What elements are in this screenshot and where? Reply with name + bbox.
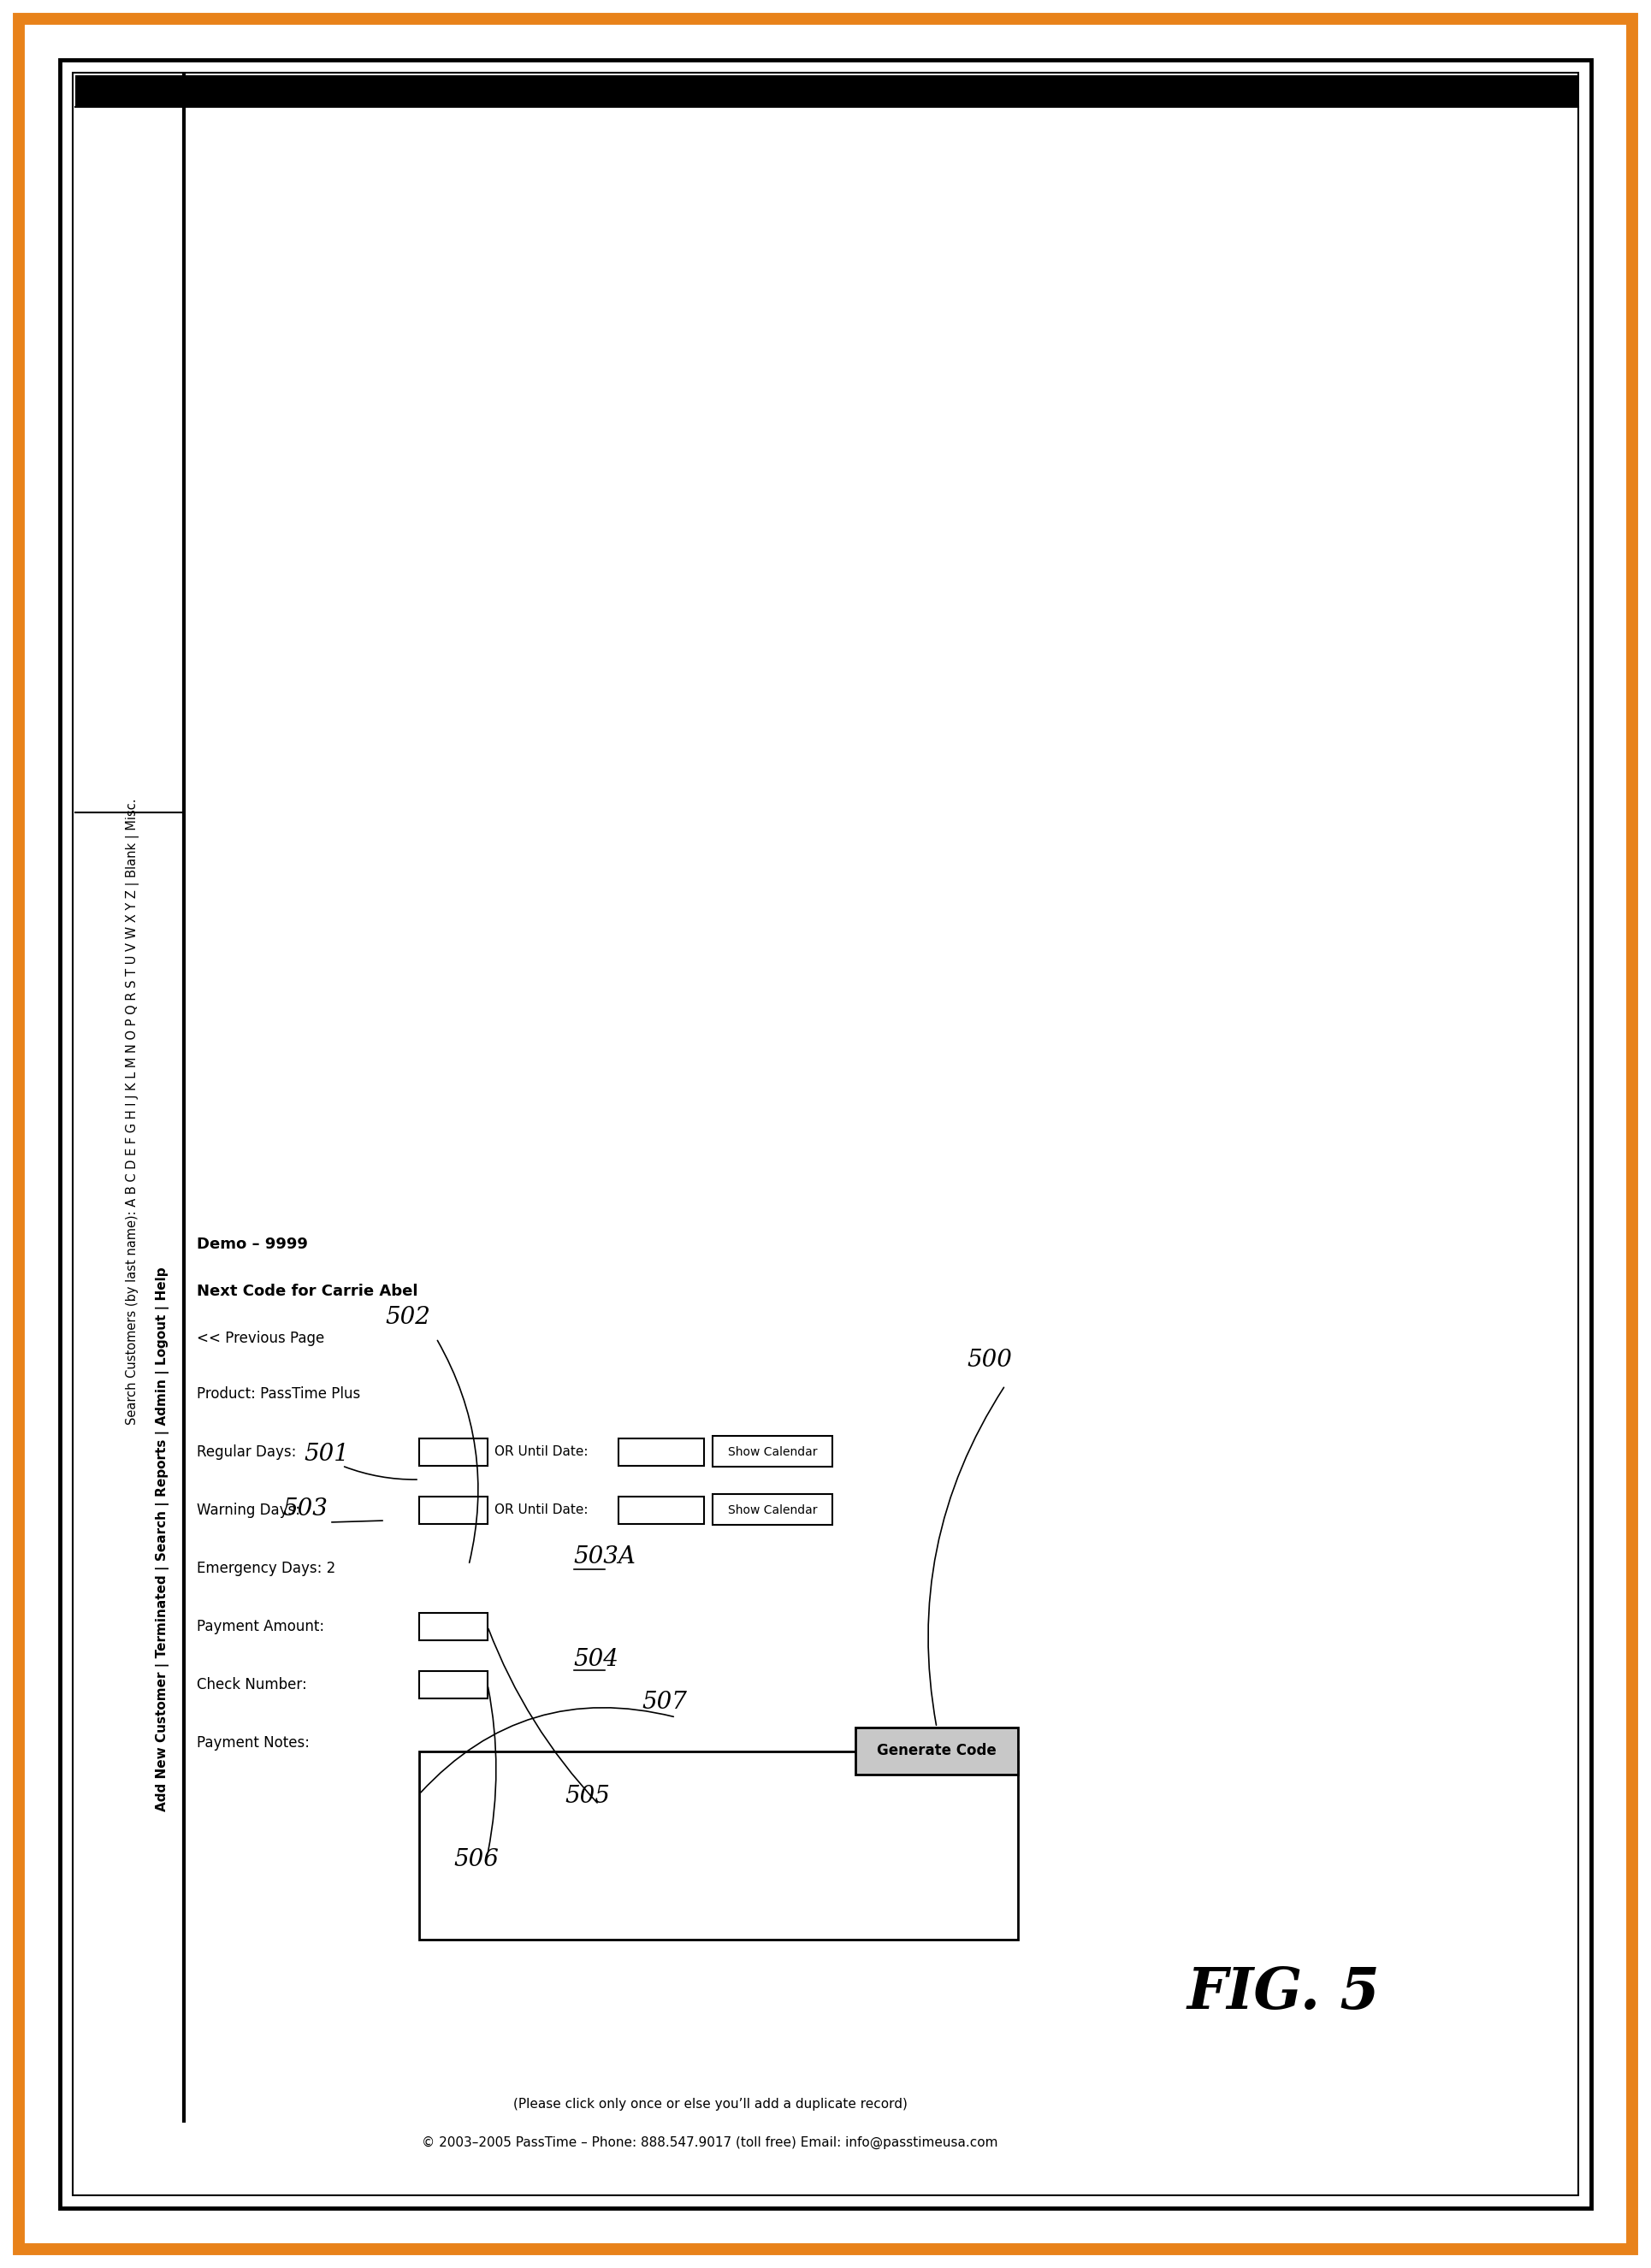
Text: Next Code for Carrie Abel: Next Code for Carrie Abel	[196, 1284, 418, 1300]
Text: Demo – 9999: Demo – 9999	[196, 1236, 307, 1252]
Text: 500: 500	[966, 1347, 1012, 1372]
Text: 501: 501	[304, 1442, 348, 1465]
Text: 505: 505	[565, 1785, 609, 1808]
Bar	[419, 1672, 487, 1699]
Text: Regular Days:: Regular Days:	[196, 1445, 296, 1461]
Bar	[713, 1495, 832, 1524]
Text: FIG. 5: FIG. 5	[1187, 1964, 1380, 2021]
Text: Payment Notes:: Payment Notes:	[196, 1735, 310, 1751]
Bar	[619, 1497, 703, 1524]
Bar	[619, 1438, 703, 1465]
Bar	[419, 1751, 1019, 1939]
Text: Emergency Days: 2: Emergency Days: 2	[196, 1560, 335, 1576]
Text: Check Number:: Check Number:	[196, 1676, 307, 1692]
Text: Search Customers (by last name): A B C D E F G H I J K L M N O P Q R S T U V W X: Search Customers (by last name): A B C D…	[125, 798, 139, 1424]
Bar	[76, 75, 1578, 107]
Bar	[419, 1613, 487, 1640]
Text: 503A: 503A	[573, 1545, 636, 1567]
Text: 502: 502	[385, 1306, 431, 1329]
Text: Warning Days:: Warning Days:	[196, 1504, 300, 1517]
Text: OR Until Date:: OR Until Date:	[494, 1504, 588, 1517]
Text: 503: 503	[282, 1497, 327, 1522]
Text: Payment Amount:: Payment Amount:	[196, 1619, 324, 1635]
Text: Generate Code: Generate Code	[877, 1744, 997, 1758]
Text: Show Calendar: Show Calendar	[728, 1447, 817, 1458]
Bar	[855, 1728, 1019, 1774]
Text: (Please click only once or else you’ll add a duplicate record): (Please click only once or else you’ll a…	[513, 2098, 906, 2109]
Text: 504: 504	[573, 1647, 619, 1672]
Text: © 2003–2005 PassTime – Phone: 888.547.9017 (toll free) Email: info@passtimeusa.c: © 2003–2005 PassTime – Phone: 888.547.90…	[423, 2136, 999, 2148]
Bar	[419, 1438, 487, 1465]
Text: 506: 506	[454, 1848, 499, 1871]
Text: Product: PassTime Plus: Product: PassTime Plus	[196, 1386, 360, 1402]
Bar	[713, 1436, 832, 1467]
Text: Show Calendar: Show Calendar	[728, 1504, 817, 1517]
Text: Add New Customer | Terminated | Search | Reports | Admin | Logout | Help: Add New Customer | Terminated | Search |…	[155, 1268, 170, 1812]
Text: 507: 507	[642, 1690, 687, 1712]
Text: << Previous Page: << Previous Page	[196, 1331, 325, 1347]
Bar	[419, 1497, 487, 1524]
Text: OR Until Date:: OR Until Date:	[494, 1445, 588, 1458]
